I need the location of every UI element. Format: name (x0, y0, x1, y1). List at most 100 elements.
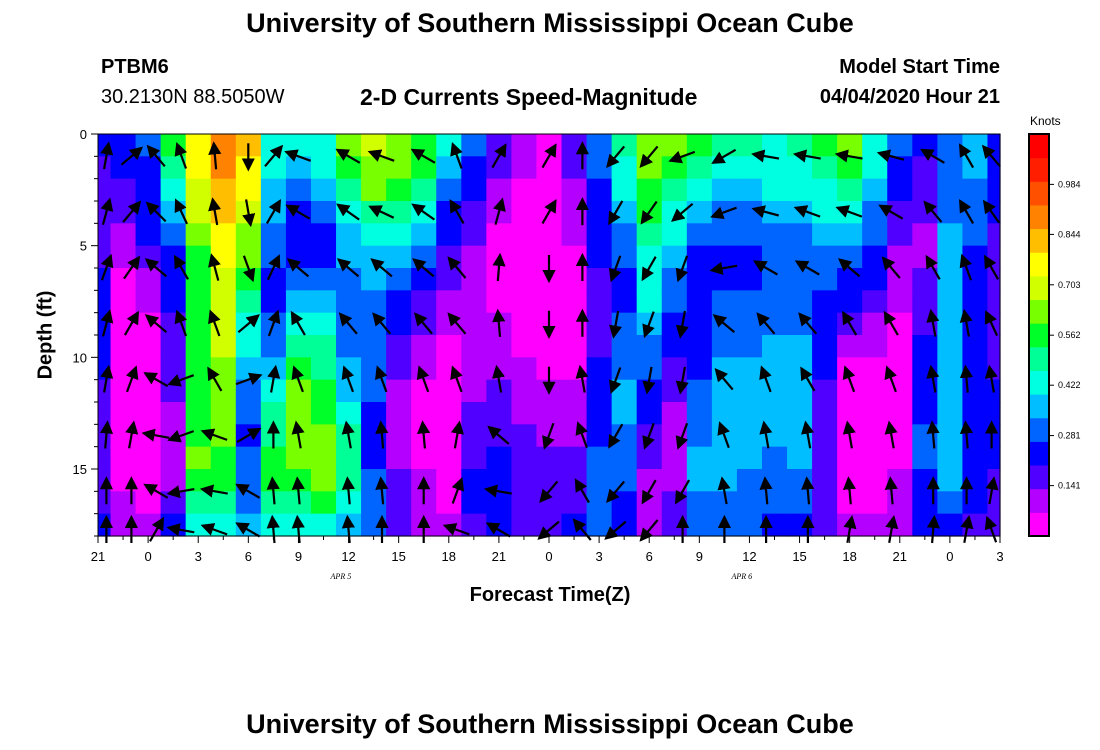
heatmap-cell (812, 402, 838, 425)
heatmap-cell (436, 446, 462, 470)
heatmap-cell (611, 491, 638, 515)
current-vector-arrow (671, 202, 694, 222)
current-vector-arrow (712, 314, 736, 334)
colorbar-tick-label: 0.703 (1058, 280, 1081, 290)
current-vector-arrow (143, 483, 169, 499)
heatmap-cell (98, 290, 112, 314)
current-vector-arrow (447, 256, 467, 279)
heatmap-cell (260, 446, 287, 470)
heatmap-cell (636, 335, 663, 358)
heatmap-cell (812, 491, 838, 515)
current-vector-arrow (751, 149, 780, 163)
heatmap-cell (511, 245, 538, 269)
heatmap-cell (686, 379, 713, 403)
heatmap-cell (812, 156, 838, 180)
current-vector-arrow (876, 149, 905, 163)
heatmap-cell (586, 134, 613, 157)
heatmap-cell (285, 290, 312, 314)
heatmap-cell (636, 156, 663, 180)
heatmap-cell (636, 446, 663, 470)
heatmap-cell (987, 268, 1001, 291)
heatmap-cell (586, 156, 613, 180)
heatmap-cell (98, 469, 112, 492)
heatmap-cell (761, 156, 788, 180)
heatmap-cell (185, 134, 212, 157)
heatmap-cell (185, 402, 212, 425)
heatmap-cell (135, 268, 162, 291)
heatmap-cell (511, 201, 538, 224)
heatmap-cell (98, 223, 112, 247)
heatmap-cell (536, 290, 563, 314)
heatmap-cell (912, 290, 938, 314)
heatmap-cell (486, 134, 513, 157)
heatmap-cell (336, 357, 362, 381)
heatmap-cell (310, 178, 337, 202)
current-vector-arrow (123, 310, 140, 336)
heatmap-cell (486, 469, 513, 492)
heatmap-cell (160, 245, 187, 269)
heatmap-cell (937, 402, 964, 425)
colorbar-segment (1029, 181, 1049, 206)
heatmap-cell (235, 290, 262, 314)
heatmap-cell (711, 446, 738, 470)
current-vector-arrow (884, 420, 898, 449)
heatmap-cell (436, 491, 462, 515)
heatmap-cell (761, 402, 788, 425)
heatmap-cell (837, 134, 863, 157)
heatmap-cell (310, 268, 337, 291)
heatmap-cell (912, 245, 938, 269)
current-vector-arrow (411, 203, 436, 221)
heatmap-cell (736, 312, 763, 336)
heatmap-cell (912, 223, 938, 247)
heatmap-cell (361, 469, 387, 492)
heatmap-cell (711, 290, 738, 314)
current-vector-arrow (123, 255, 141, 280)
colorbar-segment (1029, 370, 1049, 395)
heatmap-cell (536, 335, 563, 358)
heatmap-cell (686, 223, 713, 247)
heatmap-cell (761, 134, 788, 157)
heatmap-cell (185, 178, 212, 202)
current-vector-arrow (291, 365, 304, 393)
colorbar-segment (1029, 323, 1049, 348)
heatmap-cell (812, 312, 838, 336)
heatmap-cell (511, 357, 538, 381)
x-tick-label: 3 (996, 549, 1003, 564)
current-vector-arrow (174, 198, 188, 225)
chart-subtitle: 2-D Currents Speed-Magnitude (360, 84, 698, 110)
heatmap-cell (912, 446, 938, 470)
heatmap-cell (285, 268, 312, 291)
heatmap-cell (962, 134, 989, 157)
heatmap-cell (586, 513, 613, 537)
heatmap-cell (611, 446, 638, 470)
current-vector-arrow (642, 366, 656, 395)
heatmap-cell (887, 491, 913, 515)
heatmap-cell (436, 379, 462, 403)
heatmap-cell (586, 312, 613, 336)
current-vector-arrow (878, 204, 904, 220)
current-vector-arrow (759, 365, 772, 393)
heatmap-cell (837, 290, 863, 314)
heatmap-cell (511, 402, 538, 425)
heatmap-cell (711, 379, 738, 403)
current-vector-arrow (885, 515, 899, 543)
heatmap-cell (912, 402, 938, 425)
heatmap-cell (536, 469, 563, 492)
heatmap-cell (987, 424, 1001, 448)
heatmap-cell (636, 491, 663, 515)
heatmap-cell (837, 178, 863, 202)
colorbar-unit: Knots (1030, 114, 1061, 128)
current-vector-arrow (756, 312, 776, 335)
heatmap-cell (185, 245, 212, 269)
heatmap-cell (461, 424, 487, 448)
heatmap-cell (736, 134, 763, 157)
heatmap-cell (235, 491, 262, 515)
current-vector-arrow (958, 198, 975, 224)
current-vector-arrow (450, 365, 463, 393)
heatmap-cell (486, 335, 513, 358)
current-vector-arrow (266, 254, 281, 281)
heatmap-cell (185, 424, 212, 448)
heatmap-cell (386, 357, 412, 381)
heatmap-cell (235, 469, 262, 492)
current-vector-arrow (242, 255, 256, 283)
